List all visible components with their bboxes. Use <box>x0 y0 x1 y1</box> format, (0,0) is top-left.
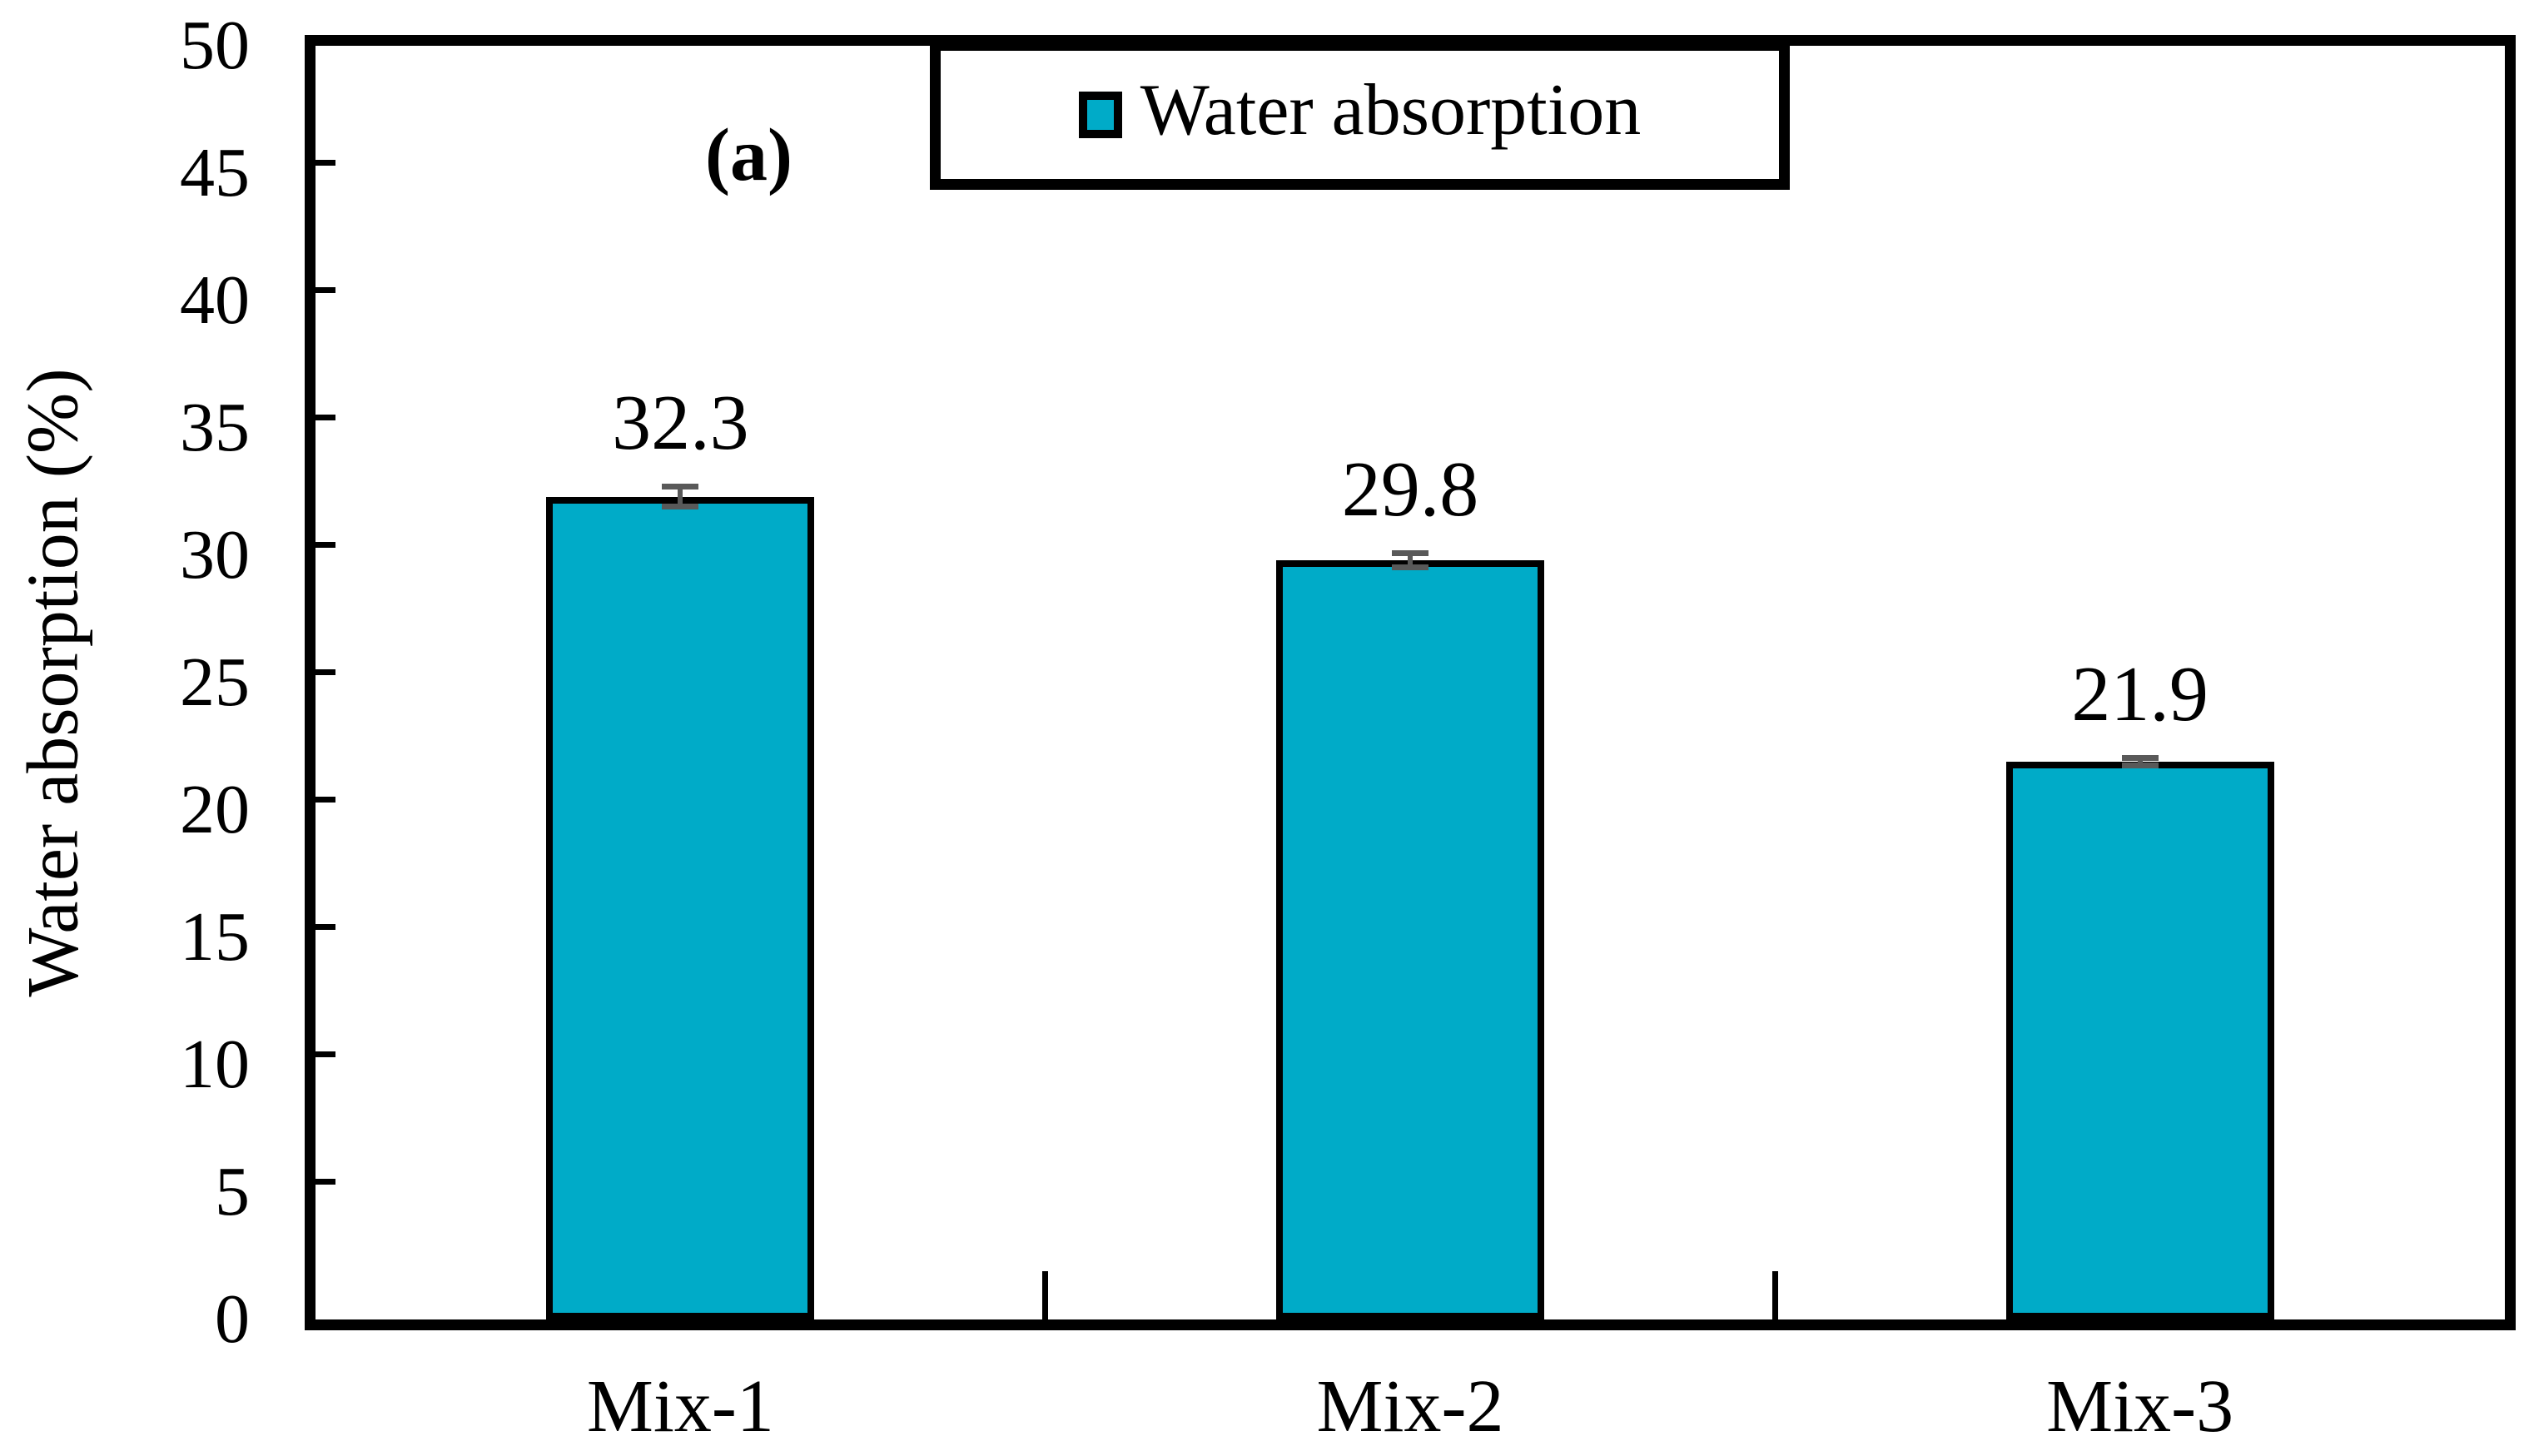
bar-mix-1 <box>546 496 815 1319</box>
bar-value-label: 29.8 <box>1341 445 1479 533</box>
error-bar-cap <box>1392 564 1428 571</box>
y-axis-tick-label: 5 <box>215 1153 250 1230</box>
y-axis-tick-label: 10 <box>180 1026 250 1103</box>
error-bar-cap <box>2121 762 2159 768</box>
legend-label: Water absorption <box>1140 70 1642 151</box>
y-axis-tick <box>316 796 335 803</box>
y-axis-tick <box>316 159 335 166</box>
x-axis-category-label: Mix-1 <box>586 1365 774 1448</box>
y-axis-tick <box>316 541 335 548</box>
x-axis-tick <box>1771 1271 1778 1319</box>
error-bar-cap <box>1392 549 1428 556</box>
y-axis-tick-label: 50 <box>180 7 250 84</box>
y-axis-tick-label: 15 <box>180 898 250 976</box>
bar-mix-3 <box>2005 761 2274 1319</box>
error-bar-cap <box>662 503 699 509</box>
x-axis-category-label: Mix-2 <box>1316 1365 1504 1448</box>
y-axis-tick-label: 45 <box>180 134 250 211</box>
y-axis-tick <box>316 414 335 420</box>
y-axis-tick <box>316 1178 335 1185</box>
error-bar <box>678 484 683 509</box>
panel-label: (a) <box>705 114 792 196</box>
y-axis-tick-label: 35 <box>180 389 250 466</box>
y-axis-tick <box>316 923 335 930</box>
legend-swatch-icon <box>1078 92 1122 138</box>
error-bar <box>1408 549 1413 571</box>
y-axis-tick-label: 40 <box>180 261 250 339</box>
legend: Water absorption <box>930 40 1790 190</box>
bar-mix-2 <box>1276 560 1544 1319</box>
y-axis-tick-label: 20 <box>180 771 250 848</box>
x-axis-category-label: Mix-3 <box>2046 1365 2234 1448</box>
error-bar-cap <box>2121 755 2159 762</box>
y-axis-tick <box>316 286 335 293</box>
bar-value-label: 32.3 <box>612 380 749 467</box>
bar-value-label: 21.9 <box>2071 651 2209 738</box>
y-axis-tick-label: 30 <box>180 516 250 594</box>
error-bar-cap <box>662 484 699 490</box>
error-bar <box>2137 755 2143 768</box>
y-axis-tick <box>316 668 335 675</box>
y-axis-tick-label: 0 <box>215 1280 250 1358</box>
y-axis-tick <box>316 1051 335 1057</box>
x-axis-tick <box>1042 1271 1049 1319</box>
y-axis-tick-label: 25 <box>180 644 250 721</box>
